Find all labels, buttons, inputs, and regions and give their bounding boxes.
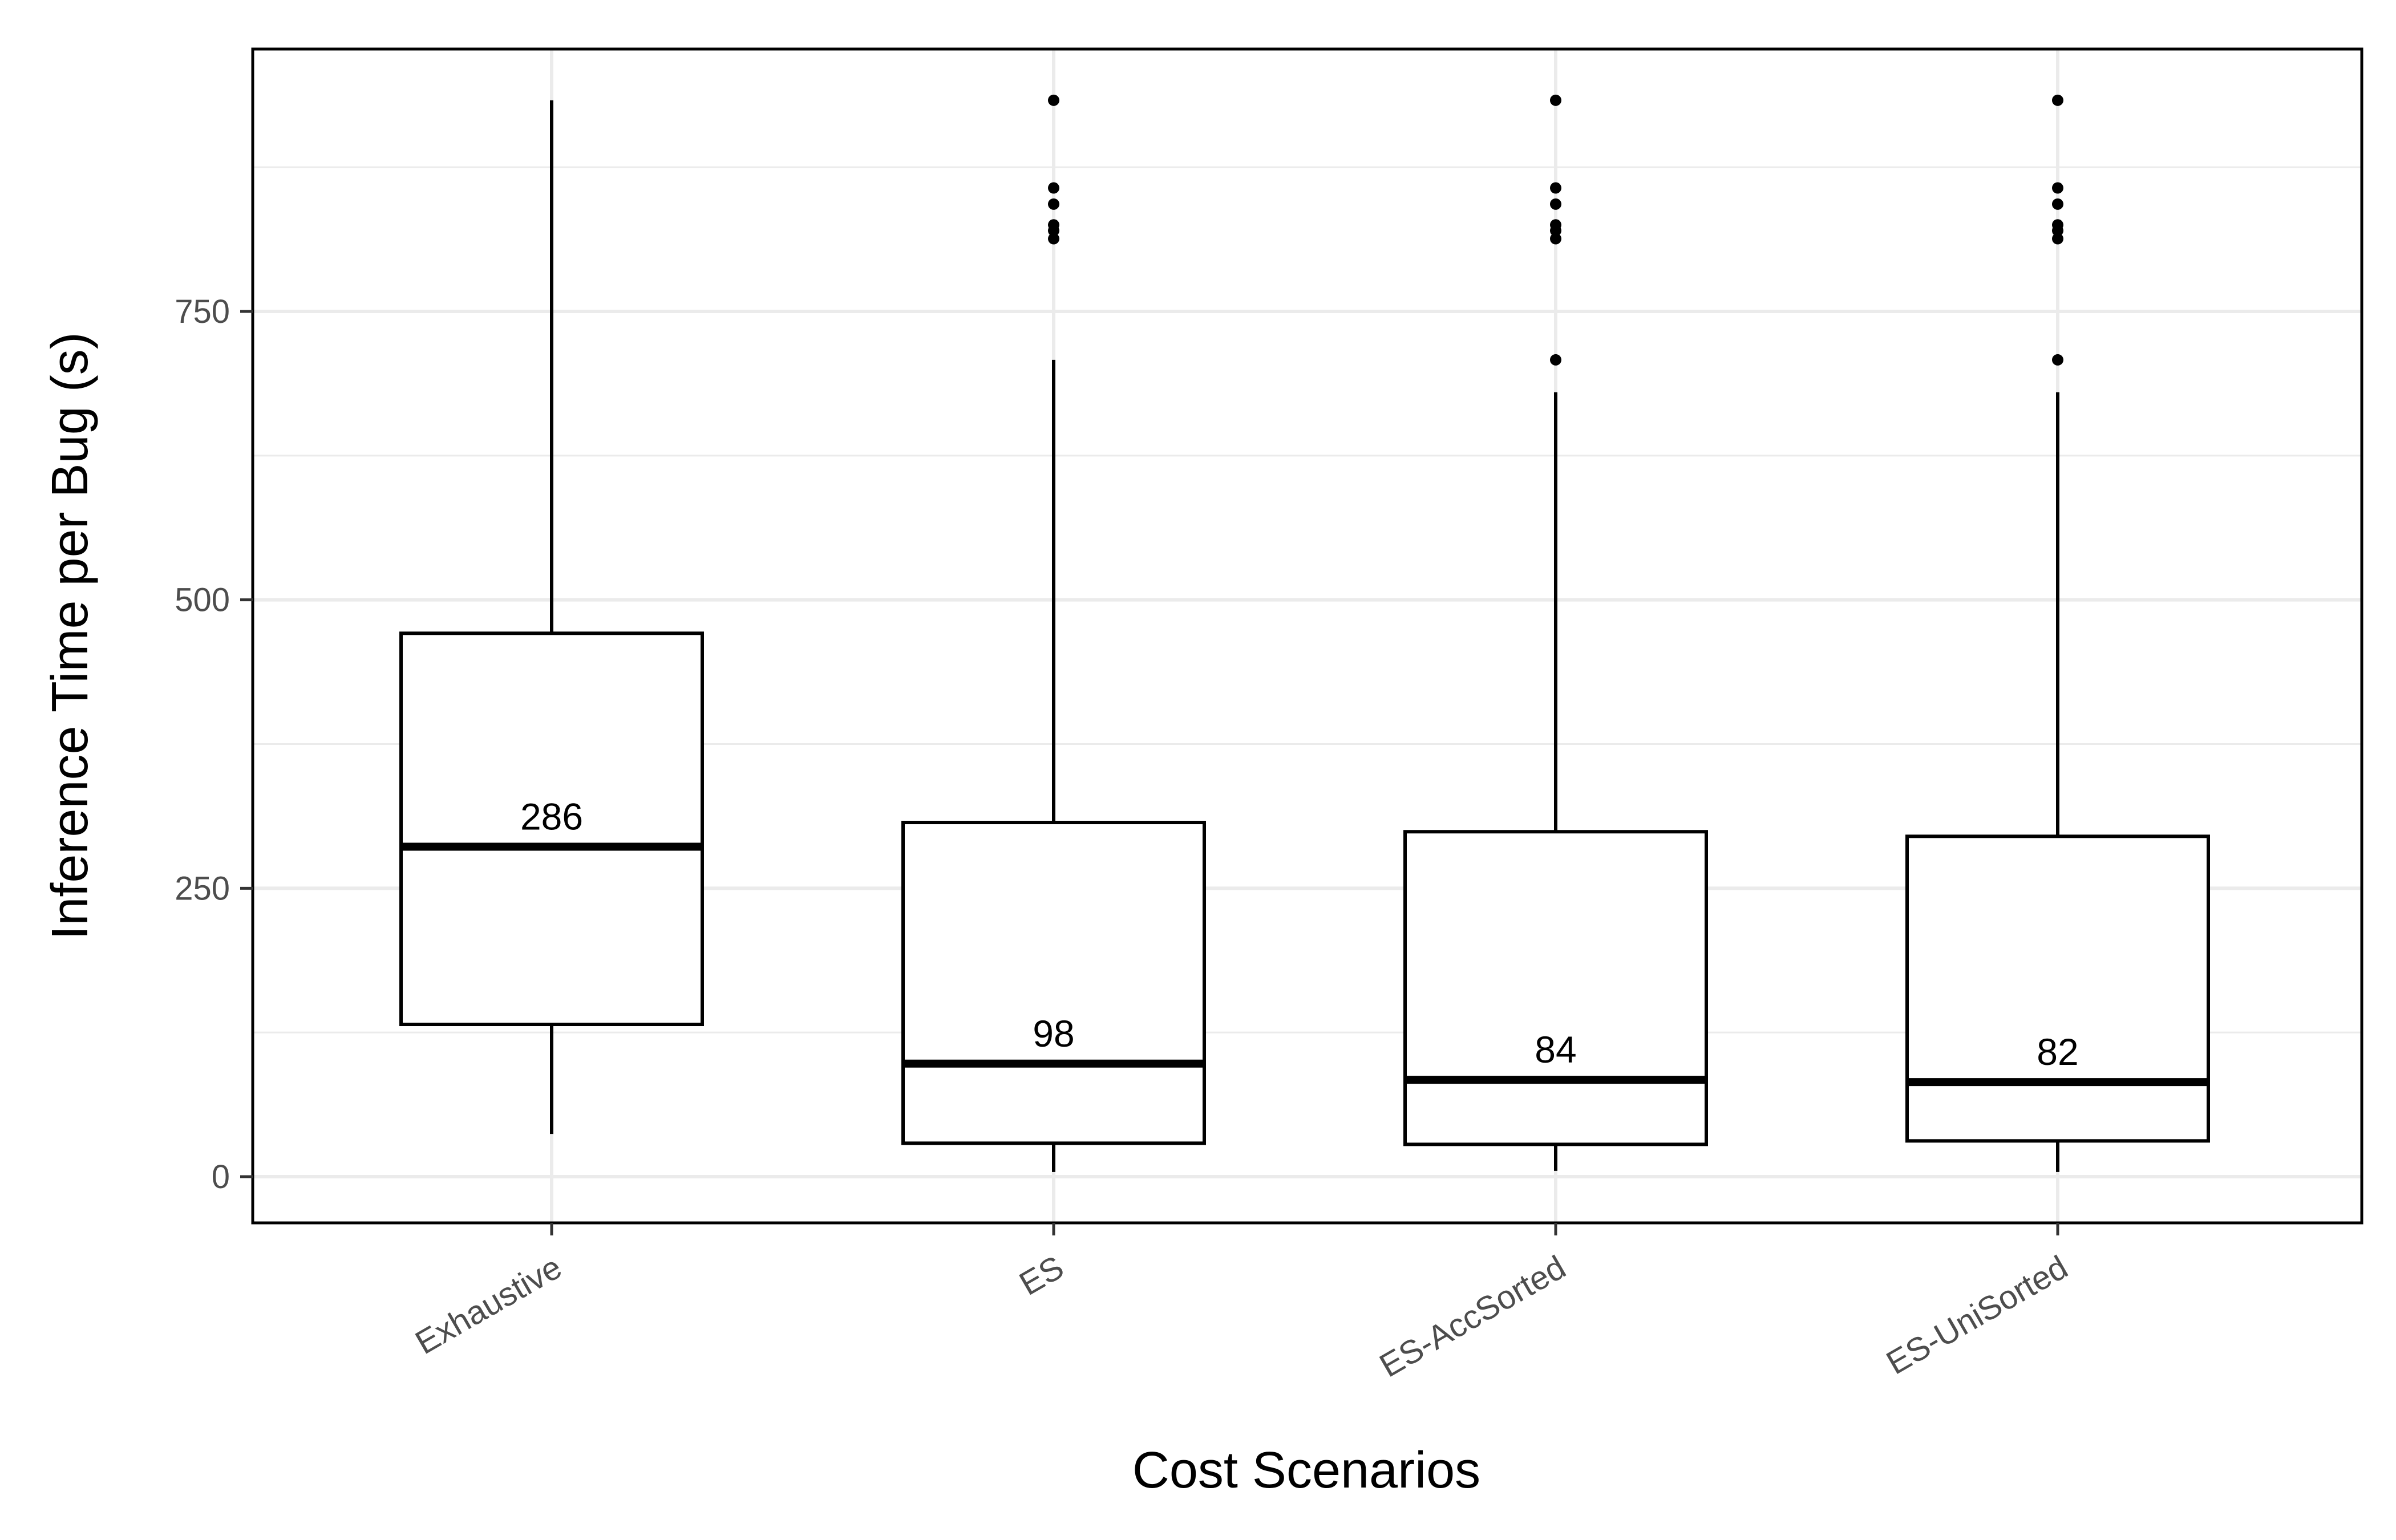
box-group: 82	[1905, 94, 2210, 1172]
y-tick-label: 750	[175, 293, 230, 330]
median-value-label: 82	[2037, 1031, 2078, 1073]
outlier-point	[2052, 198, 2063, 210]
box-group: 84	[1403, 94, 1708, 1171]
box-group: 98	[901, 94, 1206, 1172]
iqr-box	[1905, 834, 2210, 1143]
plot-panel-border	[251, 47, 2363, 1225]
y-tick-label: 250	[175, 870, 230, 907]
y-tick-label: 0	[212, 1158, 230, 1195]
outlier-point	[1550, 225, 1561, 237]
outlier-point	[1550, 94, 1561, 106]
box-group: 286	[399, 100, 704, 1134]
outlier-point	[2052, 182, 2063, 194]
box-series: 286 98 84 82	[399, 94, 2210, 1172]
x-tick-label: Exhaustive	[409, 1249, 568, 1361]
outlier-point	[1550, 354, 1561, 366]
outlier-point	[2052, 94, 2063, 106]
outlier-point	[2052, 354, 2063, 366]
outlier-point	[2052, 233, 2063, 245]
x-tick-label: ES-AccSorted	[1374, 1249, 1572, 1384]
y-tick-label: 500	[175, 582, 230, 619]
x-tick-label: ES	[1013, 1249, 1070, 1303]
outlier-point	[1048, 233, 1059, 245]
outlier-point	[1550, 182, 1561, 194]
y-axis-title: Inference Time per Bug (s)	[42, 332, 99, 939]
outlier-point	[1048, 225, 1059, 237]
median-value-label: 84	[1535, 1028, 1576, 1071]
x-tick-label: ES-UniSorted	[1880, 1249, 2074, 1382]
outlier-point	[1550, 233, 1561, 245]
iqr-box	[1403, 830, 1708, 1146]
iqr-box	[901, 821, 1206, 1145]
median-value-label: 98	[1033, 1012, 1074, 1055]
x-axis-title: Cost Scenarios	[1132, 1442, 1480, 1499]
iqr-box	[399, 631, 704, 1027]
outlier-point	[1048, 94, 1059, 106]
median-value-label: 286	[520, 796, 583, 838]
outlier-point	[1550, 198, 1561, 210]
outlier-point	[2052, 225, 2063, 237]
outlier-point	[1048, 198, 1059, 210]
outlier-point	[1048, 182, 1059, 194]
